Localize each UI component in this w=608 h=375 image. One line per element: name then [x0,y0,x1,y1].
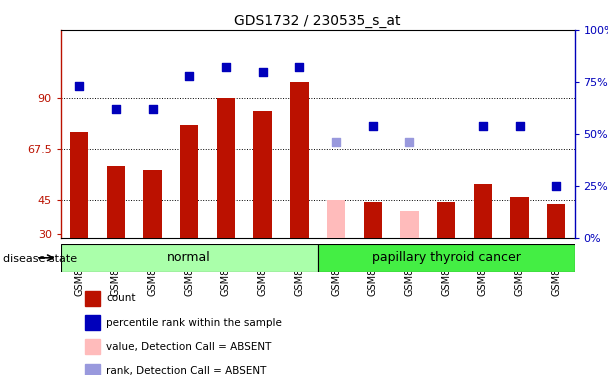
Text: normal: normal [167,251,211,264]
Point [478,123,488,129]
Bar [70,132,88,238]
Bar [143,170,162,238]
Point [551,183,561,189]
Title: GDS1732 / 230535_s_at: GDS1732 / 230535_s_at [235,13,401,28]
Text: papillary thyroid cancer: papillary thyroid cancer [371,251,520,264]
Point [294,64,304,70]
Bar [474,184,492,238]
Bar [254,111,272,238]
Bar [547,204,565,238]
Bar [437,202,455,238]
Text: value, Detection Call = ABSENT: value, Detection Call = ABSENT [106,342,272,352]
Point [148,106,157,112]
Bar [317,244,575,272]
Text: disease state: disease state [3,254,77,264]
Point [258,69,268,75]
Point [184,73,194,79]
Point [221,64,231,70]
Text: rank, Detection Call = ABSENT: rank, Detection Call = ABSENT [106,366,267,375]
Bar [217,98,235,238]
Bar [61,244,317,272]
Bar [364,202,382,238]
Bar [290,82,308,238]
Bar [327,200,345,238]
Text: count: count [106,293,136,303]
Bar [106,166,125,238]
Point [74,83,84,89]
Point [368,123,378,129]
Text: percentile rank within the sample: percentile rank within the sample [106,318,282,327]
Bar [510,197,529,238]
Point [404,140,414,146]
Bar [180,125,198,238]
Point [111,106,121,112]
Point [514,123,524,129]
Point [331,140,341,146]
Bar [400,211,418,238]
